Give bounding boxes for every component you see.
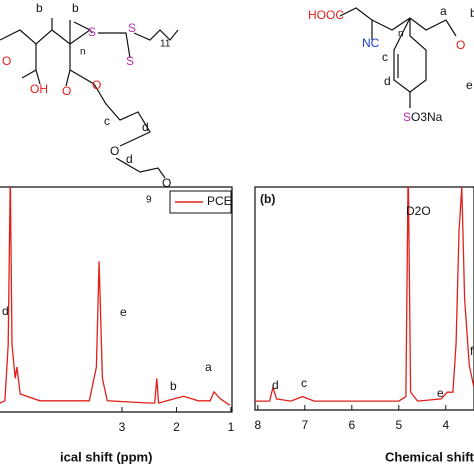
struct-label: c (382, 50, 388, 64)
struct-label: a (440, 4, 447, 18)
peak-label: d (272, 378, 279, 392)
struct-label: n (80, 47, 86, 58)
struct-label: b (36, 1, 43, 15)
spectrum-line (255, 187, 474, 402)
x-axis-title: Chemical shift (p (385, 449, 474, 464)
struct-label: S (128, 21, 136, 35)
struct-label: c (104, 114, 110, 128)
peak-label: b (170, 379, 177, 393)
struct-label: d (126, 152, 133, 166)
struct-label: S (403, 110, 411, 124)
struct-label: OH (30, 82, 48, 96)
struct-label: b (470, 6, 474, 20)
panel-label: (b) (260, 192, 275, 206)
struct-label: b (72, 1, 79, 15)
spectrum-line (0, 187, 231, 406)
peak-label: a (205, 360, 212, 374)
x-tick-label: 6 (348, 418, 355, 432)
legend-label: PCE (207, 194, 232, 208)
struct-label: S (88, 25, 96, 39)
x-tick-label: 5 (395, 418, 402, 432)
left-structure: b b n S S S 11 O OH O O c d O d O 9 e (0, 1, 179, 210)
struct-label: d (142, 120, 149, 134)
peak-label: f (470, 344, 474, 358)
struct-label: O (92, 78, 101, 92)
x-tick-label: 1 (228, 420, 235, 434)
x-tick-label: 7 (301, 418, 308, 432)
struct-label: e (466, 78, 473, 92)
peak-label: e (437, 386, 444, 400)
struct-label: HOOC (308, 8, 344, 22)
struct-label: 9 (146, 195, 152, 206)
plot-frame (254, 186, 474, 411)
x-tick-label: 4 (442, 418, 449, 432)
peak-label: D2O (406, 204, 431, 218)
right-structure: HOOC a b NC n c d O e S O3Na (308, 4, 474, 124)
x-tick-label: 3 (119, 420, 126, 434)
peak-label: c (301, 376, 307, 390)
struct-label: NC (362, 36, 380, 50)
struct-label: d (384, 74, 391, 88)
struct-label: O3Na (411, 110, 443, 124)
x-tick-label: 8 (254, 418, 261, 432)
struct-label: O (62, 84, 71, 98)
series (255, 187, 474, 402)
x-tick-label: 2 (173, 420, 180, 434)
bonds (0, 18, 179, 179)
struct-label: O (2, 54, 11, 68)
struct-label: S (126, 54, 134, 68)
bonds (339, 7, 457, 108)
series (0, 187, 231, 406)
struct-label: O (110, 144, 119, 158)
plot-frame (0, 186, 233, 413)
struct-label: O (456, 38, 465, 52)
struct-label: n (398, 29, 404, 40)
peak-label: d (2, 304, 9, 318)
struct-label: O (162, 176, 171, 190)
x-axis-title: ical shift (ppm) (60, 449, 152, 464)
peak-label: e (120, 305, 127, 319)
struct-label: 11 (160, 39, 171, 50)
